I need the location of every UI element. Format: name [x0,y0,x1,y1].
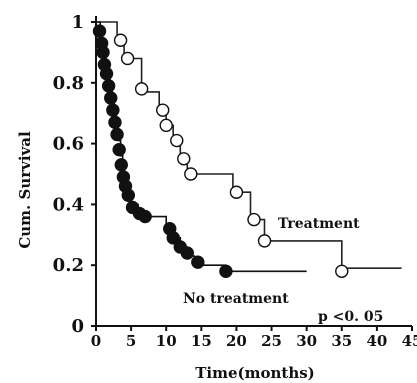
treatment-censor-marker [159,118,173,133]
no-treatment-censor-marker [114,158,128,172]
curves [96,21,402,273]
treatment-censor-marker [247,212,261,227]
treatment-censor-marker [120,51,135,66]
x-tick-label: 5 [126,332,136,350]
no-treatment-censor-marker [219,264,233,278]
y-tick-label: 0 [71,316,84,337]
y-axis-label: Cum. Survival [16,131,34,249]
y-tick-label: 0.4 [53,194,84,215]
no-treatment-censor-marker [108,115,122,130]
no-treatment-censor-marker [99,66,114,81]
x-ticks: 0 5 10 15 20 25 30 35 40 45 [91,326,417,350]
y-tick-label: 1 [71,12,84,33]
axes [95,16,412,327]
no-treatment-censor-marker [110,127,124,142]
no-treatment-censor-marker [166,231,180,245]
treatment-censor-marker [229,185,244,199]
p-value-label: p <0. 05 [318,309,383,325]
x-tick-label: 45 [402,332,417,350]
no-treatment-censor-marker [96,45,110,60]
x-tick-label: 20 [226,332,247,350]
x-tick-label: 30 [296,332,317,350]
no-treatment-censor-marker [121,188,136,202]
x-tick-label: 15 [191,332,212,350]
x-tick-label: 25 [261,332,282,350]
treatment-censor-marker [177,152,191,166]
treatment-label: Treatment [278,216,360,232]
y-ticks: 0 0.2 0.4 0.6 0.8 1 [53,12,96,337]
x-tick-label: 0 [91,332,101,350]
markers [92,24,349,278]
no-treatment-censor-marker [191,255,205,269]
y-tick-label: 0.2 [53,255,84,276]
x-tick-label: 10 [156,332,177,350]
treatment-censor-marker [335,264,349,278]
no-treatment-label: No treatment [183,291,289,307]
no-treatment-censor-marker [92,24,107,38]
treatment-censor-marker [257,234,272,248]
treatment-censor-marker [170,133,184,148]
treatment-censor-marker [184,167,198,181]
treatment-censor-marker [113,33,128,47]
x-tick-label: 35 [331,332,352,350]
no-treatment-censor-marker [106,103,120,117]
x-tick-label: 40 [366,332,387,350]
y-tick-label: 0.8 [53,73,84,94]
treatment-censor-marker [134,82,149,96]
treatment-censor-marker [156,103,170,117]
no-treatment-censor-marker [180,246,194,260]
no-treatment-censor-marker [138,209,152,224]
y-tick-label: 0.6 [53,134,84,155]
no-treatment-censor-marker [112,142,126,157]
no-treatment-censor-marker [101,79,116,93]
no-treatment-censor-marker [104,91,118,105]
x-axis-label: Time(months) [195,364,315,382]
